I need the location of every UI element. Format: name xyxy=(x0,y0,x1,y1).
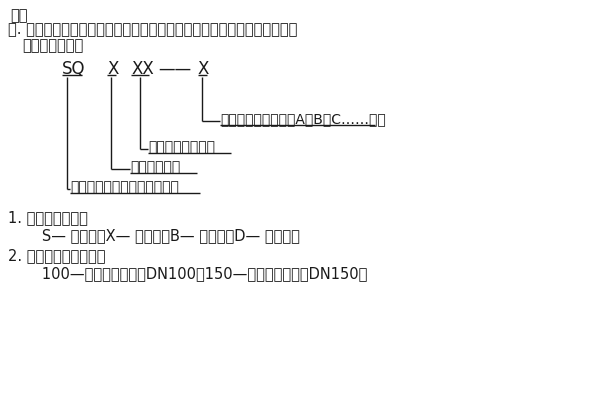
Text: 100—表示公称通径为DN100；150—表示公称通径为DN150。: 100—表示公称通径为DN100；150—表示公称通径为DN150。 xyxy=(28,266,367,281)
Text: 同类产品顺序号，用A、B、C……表示: 同类产品顺序号，用A、B、C……表示 xyxy=(220,112,386,126)
Text: 的。: 的。 xyxy=(10,8,27,23)
Text: 2. 出口公称通径代号：: 2. 出口公称通径代号： xyxy=(8,248,106,263)
Text: 出口公称通径代号: 出口公称通径代号 xyxy=(148,140,215,154)
Text: 二. 本图集系采用公安消防部门批准生产消防水泵接合器厂成套产品，其型: 二. 本图集系采用公安消防部门批准生产消防水泵接合器厂成套产品，其型 xyxy=(8,22,297,37)
Text: XX: XX xyxy=(131,60,154,78)
Text: X: X xyxy=(107,60,118,78)
Text: ——: —— xyxy=(158,60,191,78)
Text: 安装形式代号: 安装形式代号 xyxy=(130,160,180,174)
Text: 消防水泵接合器（专用代号）: 消防水泵接合器（专用代号） xyxy=(70,180,179,194)
Text: 号表示方法为：: 号表示方法为： xyxy=(22,38,83,53)
Text: SQ: SQ xyxy=(62,60,86,78)
Text: X: X xyxy=(198,60,209,78)
Text: S— 地上式；X— 地下式；B— 墙壁式；D— 多用式。: S— 地上式；X— 地下式；B— 墙壁式；D— 多用式。 xyxy=(28,228,300,243)
Text: 1. 安装形式代号：: 1. 安装形式代号： xyxy=(8,210,88,225)
